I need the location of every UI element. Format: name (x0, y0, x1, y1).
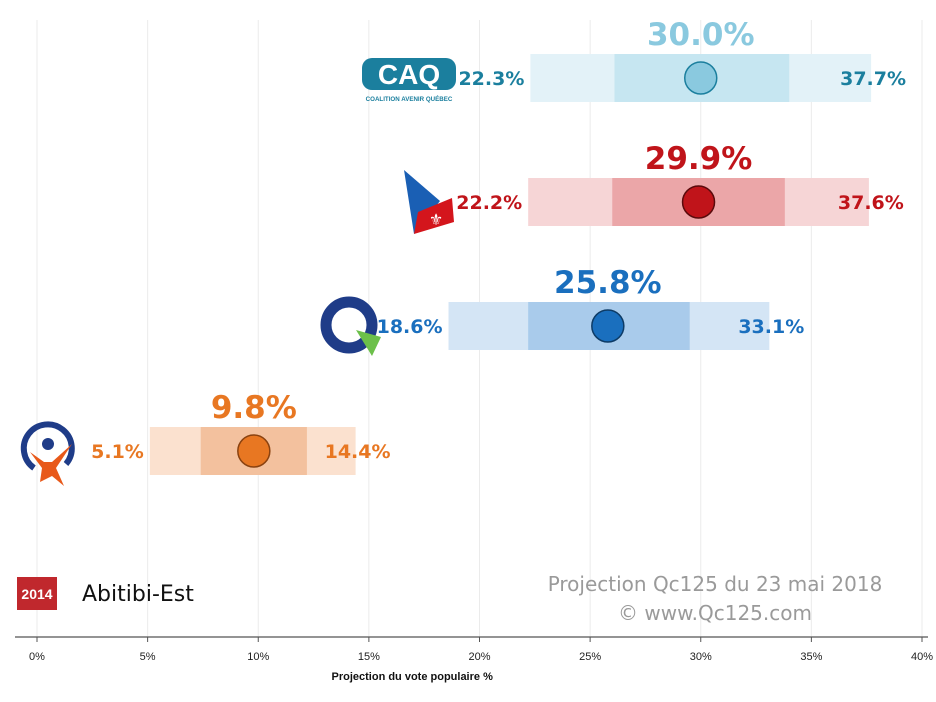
plq-logo-blue (404, 170, 440, 234)
x-tick-label: 0% (29, 651, 45, 663)
high-label: 14.4% (325, 441, 391, 463)
x-tick-label: 20% (468, 651, 490, 663)
pq-logo (320, 296, 381, 356)
value-dot (591, 309, 625, 343)
party-logos: CAQ COALITION AVENIR QUÉBEC ⚜ (20, 58, 456, 486)
riding-name: Abitibi-Est (82, 582, 194, 607)
x-axis: 0% 5% 10% 15% 20% 25% 30% 35% 40% Projection du v… (15, 636, 933, 683)
pq-logo-ring (320, 296, 378, 354)
qs-logo-ring (20, 421, 75, 471)
caq-logo-text: CAQ (378, 59, 440, 90)
x-tick-label: 40% (911, 651, 933, 663)
pq-logo-arrow (356, 330, 381, 356)
party-row-caq: 30.0% 22.3% 37.7% (458, 17, 906, 102)
caq-logo: CAQ COALITION AVENIR QUÉBEC (362, 58, 456, 103)
qs-logo-figure (30, 444, 72, 486)
qs-logo-head (42, 438, 54, 450)
x-tick-label: 25% (579, 651, 601, 663)
plq-logo-red (414, 198, 454, 234)
caq-logo-subtext: COALITION AVENIR QUÉBEC (366, 95, 453, 103)
range-bars: 30.0% 22.3% 37.7% 29.9% 22.2% 37.6% 25.8% 18.6%… (91, 17, 906, 475)
low-label: 22.3% (458, 68, 524, 90)
value-dot (684, 61, 718, 95)
x-axis-title: Projection du vote populaire % (332, 671, 494, 683)
plq-logo: ⚜ (404, 170, 454, 234)
projection-credit: Projection Qc125 du 23 mai 2018 © www.Qc… (520, 570, 910, 628)
x-tick-label: 5% (140, 651, 156, 663)
party-row-plq: 29.9% 22.2% 37.6% (456, 141, 904, 226)
low-label: 18.6% (377, 316, 443, 338)
high-label: 37.6% (838, 192, 904, 214)
x-tick-label: 30% (690, 651, 712, 663)
value-label: 29.9% (645, 141, 753, 177)
low-label: 5.1% (91, 441, 144, 463)
x-tick-label: 15% (358, 651, 380, 663)
value-label: 30.0% (647, 17, 755, 53)
party-row-pq: 25.8% 18.6% 33.1% (377, 265, 804, 350)
year-badge: 2014 (17, 577, 57, 610)
value-label: 25.8% (554, 265, 662, 301)
high-label: 37.7% (840, 68, 906, 90)
copyright-line: © www.Qc125.com (618, 601, 812, 625)
caq-logo-shape (362, 58, 456, 90)
high-label: 33.1% (738, 316, 804, 338)
fleur-de-lis-icon: ⚜ (429, 210, 443, 229)
value-label: 9.8% (211, 390, 297, 426)
value-dot (237, 434, 271, 468)
party-row-qs: 9.8% 5.1% 14.4% (91, 390, 391, 475)
x-tick-label: 35% (800, 651, 822, 663)
value-dot (681, 185, 716, 219)
x-tick-label: 10% (247, 651, 269, 663)
projection-line: Projection Qc125 du 23 mai 2018 (547, 572, 883, 596)
qs-logo (20, 421, 75, 486)
low-label: 22.2% (456, 192, 522, 214)
